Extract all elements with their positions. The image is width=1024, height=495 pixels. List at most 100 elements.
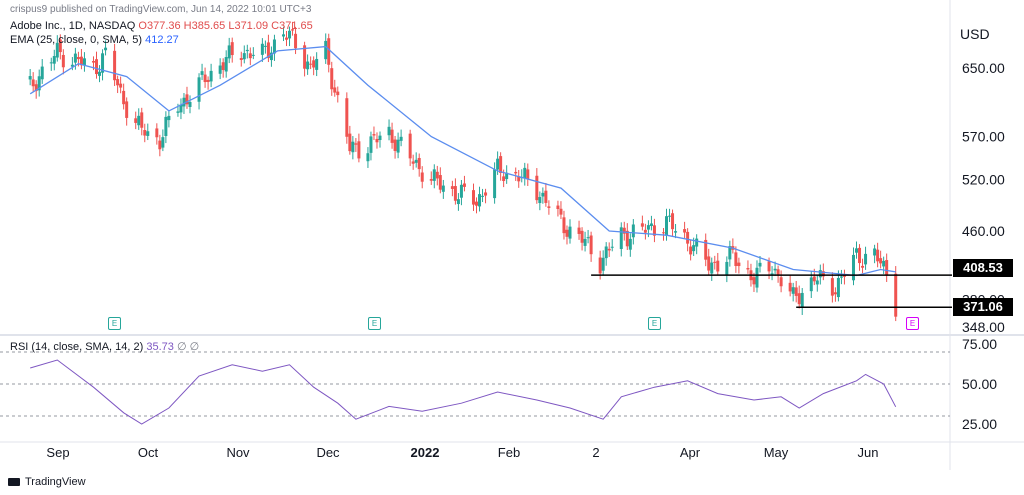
candle-body — [417, 157, 421, 170]
candle-body — [631, 224, 635, 238]
published-note: crispus9 published on TradingView.com, J… — [10, 4, 312, 15]
candle-body — [378, 135, 382, 141]
candle-body — [348, 133, 352, 152]
candle-body — [710, 262, 714, 274]
candle-body — [471, 190, 475, 205]
candle-body — [185, 94, 189, 105]
candle-body — [755, 267, 759, 288]
candle-body — [652, 225, 656, 236]
candle-body — [134, 118, 138, 123]
candle-body — [707, 256, 711, 271]
ema-line — [29, 45, 896, 277]
candle-body — [619, 227, 623, 249]
candle-body — [674, 231, 678, 233]
candle-body — [429, 179, 433, 181]
candle-body — [773, 268, 777, 271]
earnings-marker-upcoming[interactable]: E — [906, 317, 919, 330]
candle-body — [438, 175, 442, 190]
candle-body — [882, 260, 886, 267]
earnings-marker[interactable]: E — [648, 317, 661, 330]
high-value: H385.65 — [183, 20, 226, 32]
rsi-value: 35.73 — [146, 341, 174, 353]
candle-body — [851, 254, 855, 281]
candle-body — [559, 208, 563, 215]
candle-body — [137, 115, 141, 126]
candle-body — [119, 83, 123, 88]
candle-body — [622, 227, 626, 234]
earnings-marker[interactable]: E — [108, 317, 121, 330]
candle-body — [589, 235, 593, 255]
price-tick-label: 520.00 — [962, 172, 1005, 188]
candle-body — [408, 133, 412, 159]
candle-body — [499, 156, 503, 173]
candle-body — [55, 42, 59, 58]
candle-body — [285, 37, 289, 40]
candle-body — [836, 277, 840, 298]
candle-body — [324, 40, 328, 60]
candle-body — [625, 230, 629, 247]
earnings-marker[interactable]: E — [368, 317, 381, 330]
candle-body — [209, 70, 213, 82]
candle-body — [291, 29, 295, 31]
candle-body — [40, 66, 44, 80]
candle-body — [357, 141, 361, 159]
candle-body — [704, 239, 708, 260]
candle-body — [493, 169, 497, 199]
candle-body — [538, 197, 542, 204]
candle-body — [695, 238, 699, 247]
candle-body — [95, 59, 99, 75]
candle-body — [839, 276, 843, 278]
time-axis-label: 2 — [592, 445, 599, 460]
candle-body — [227, 45, 231, 59]
candle-body — [640, 223, 644, 227]
candle-body — [176, 111, 180, 113]
time-axis-label: May — [764, 445, 789, 460]
candle-body — [336, 91, 340, 96]
pane-separator — [0, 334, 1024, 336]
candle-body — [665, 216, 669, 236]
candle-body — [610, 246, 614, 248]
candle-body — [535, 175, 539, 201]
candle-body — [800, 292, 804, 308]
candle-body — [49, 62, 53, 64]
candle-body — [505, 172, 509, 180]
candle-body — [369, 136, 373, 153]
candle-body — [420, 172, 424, 182]
candle-body — [568, 226, 572, 239]
candle-body — [770, 273, 774, 275]
time-axis-label: Sep — [46, 445, 69, 460]
candle-body — [309, 63, 313, 65]
candle-body — [315, 58, 319, 70]
candle-body — [272, 39, 276, 54]
open-value: O377.36 — [138, 20, 181, 32]
rsi-label: RSI (14, close, SMA, 14, 2) — [10, 341, 144, 353]
price-tick-label: 348.00 — [962, 319, 1005, 335]
candle-body — [230, 42, 234, 56]
rsi-line — [30, 359, 897, 425]
ema-value: 412.27 — [145, 34, 179, 46]
candle-body — [82, 58, 86, 66]
candle-body — [716, 260, 720, 272]
candle-body — [79, 56, 83, 66]
candle-body — [577, 227, 581, 234]
ema-label: EMA (25, close, 0, SMA, 5) — [10, 34, 143, 46]
candle-body — [737, 262, 741, 267]
candle-body — [161, 137, 165, 148]
candle-body — [266, 42, 270, 59]
candle-body — [713, 261, 717, 263]
candle-body — [649, 223, 653, 227]
candle-body — [779, 277, 783, 287]
candle-body — [441, 185, 445, 192]
candle-body — [52, 56, 56, 64]
candle-body — [604, 246, 608, 259]
candle-body — [833, 292, 837, 295]
candle-body — [158, 140, 162, 150]
candle-body — [791, 287, 795, 294]
symbol-legend: Adobe Inc., 1D, NASDAQ O377.36 H385.65 L… — [10, 20, 313, 32]
candle-body — [776, 269, 780, 276]
low-value: L371.09 — [228, 20, 269, 32]
candle-body — [34, 84, 38, 92]
tradingview-logo[interactable]: TradingView — [8, 476, 86, 488]
level-label-lower: 371.06 — [953, 298, 1013, 316]
